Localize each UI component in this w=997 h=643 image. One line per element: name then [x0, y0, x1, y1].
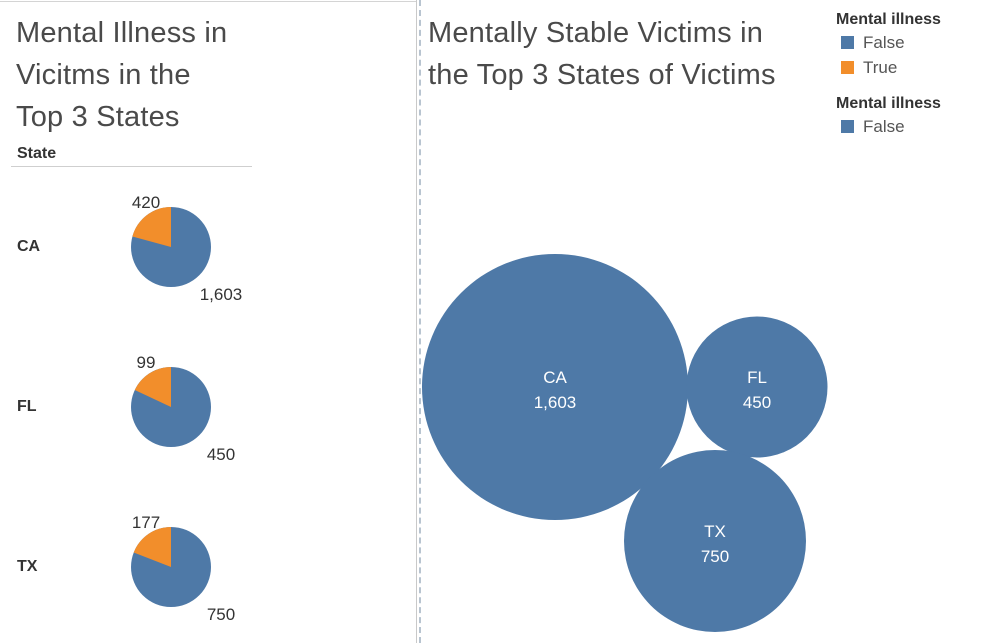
bubble-label-value-tx: 750 [701, 547, 729, 566]
panel-divider [419, 0, 421, 643]
row-label-fl: FL [17, 398, 37, 415]
bubble-label-state-ca: CA [543, 368, 567, 387]
pie-slice-true-ca [132, 207, 171, 247]
bubble-label-value-ca: 1,603 [534, 393, 577, 412]
pie-label-false-tx: 750 [207, 605, 235, 624]
right-chart-title: Mentally Stable Victims in the Top 3 Sta… [428, 17, 776, 91]
bubble-fl [686, 316, 828, 458]
legend-swatch-false-2 [841, 120, 854, 133]
left-panel [0, 0, 417, 643]
legend-mental-illness-2: Mental illness False [836, 94, 941, 139]
bubble-ca [422, 254, 688, 520]
legend-item-false[interactable]: False [836, 30, 941, 55]
bubble-label-value-fl: 450 [743, 393, 771, 412]
pie-label-false-fl: 450 [207, 445, 235, 464]
pie-slice-true-fl [134, 367, 171, 407]
legend-item-false-2[interactable]: False [836, 114, 941, 139]
row-label-ca: CA [17, 238, 41, 255]
legend-item-true[interactable]: True [836, 55, 941, 80]
pie-slice-true-tx [133, 527, 171, 567]
legend-swatch-true [841, 61, 854, 74]
legend-title: Mental illness [836, 11, 941, 28]
legend-label-false-2: False [863, 116, 905, 136]
legend-mental-illness: Mental illness False True [836, 10, 941, 80]
pie-label-false-ca: 1,603 [200, 285, 243, 304]
pie-label-true-ca: 420 [132, 193, 160, 212]
legend-label-false: False [863, 32, 905, 52]
legend-title-2: Mental illness [836, 95, 941, 112]
legend-label-true: True [863, 57, 898, 77]
header-rule [11, 166, 252, 167]
legend-swatch-false [841, 36, 854, 49]
row-label-tx: TX [17, 558, 38, 575]
left-chart-title: Mental Illness in Vicitms in the Top 3 S… [16, 17, 228, 133]
pie-label-true-tx: 177 [132, 513, 160, 532]
top-rule [0, 1, 416, 2]
bubble-label-state-tx: TX [704, 522, 726, 541]
bubble-tx [624, 450, 806, 632]
pie-label-true-fl: 99 [137, 353, 156, 372]
bubble-label-state-fl: FL [747, 368, 767, 387]
state-column-header: State [17, 145, 57, 162]
